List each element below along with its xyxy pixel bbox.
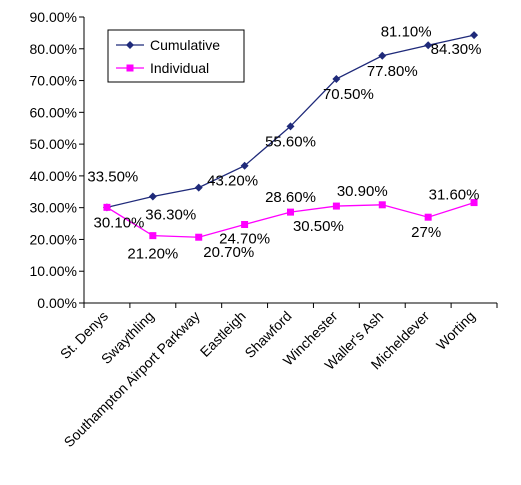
legend-swatch-marker <box>126 64 134 72</box>
individual-point <box>378 201 386 209</box>
individual-point <box>287 208 294 216</box>
legend-label: Individual <box>150 60 209 76</box>
data-label: 24.70% <box>219 231 270 248</box>
data-labels: 33.50% 36.30% 43.20% 55.60% 70.50% 77.80% 81.1… <box>87 23 481 262</box>
y-tick-label: 90.00% <box>30 9 77 25</box>
data-label: 30.50% <box>293 218 344 235</box>
data-label: 31.60% <box>429 187 480 204</box>
data-label: 77.80% <box>367 63 418 80</box>
y-tick-label: 60.00% <box>30 104 77 120</box>
x-tick-label: Eastleigh <box>197 308 249 360</box>
y-tick-label: 30.00% <box>30 200 77 216</box>
y-tick-label: 50.00% <box>30 136 77 152</box>
y-tick-label: 80.00% <box>30 41 77 57</box>
data-label: 70.50% <box>323 86 374 103</box>
individual-point <box>470 199 478 207</box>
individual-point <box>424 213 432 221</box>
cumulative-point <box>470 31 479 40</box>
cumulative-point <box>148 192 157 201</box>
individual-point <box>195 233 203 241</box>
y-axis: 0.00% 10.00% 20.00% 30.00% 40.00% 50.00% 60.00… <box>30 9 85 311</box>
data-label: 33.50% <box>87 169 138 186</box>
y-tick-label: 0.00% <box>37 295 77 311</box>
legend-box <box>107 29 245 83</box>
y-tick-label: 10.00% <box>30 263 77 279</box>
data-label: 36.30% <box>145 207 196 224</box>
cumulative-point <box>332 74 341 83</box>
series-layer <box>102 31 479 241</box>
data-label: 30.90% <box>337 183 388 200</box>
data-label: 81.10% <box>381 23 432 40</box>
individual-point <box>332 202 340 210</box>
data-label: 27% <box>411 224 441 241</box>
cumulative-point <box>378 51 387 60</box>
data-label: 20.70% <box>203 244 254 261</box>
legend-swatch-marker <box>126 41 134 49</box>
y-tick-label: 40.00% <box>30 168 77 184</box>
individual-point <box>103 203 111 211</box>
cumulative-point <box>194 183 203 192</box>
data-label: 84.30% <box>431 41 482 58</box>
cumulative-point <box>240 161 249 170</box>
data-label: 21.20% <box>127 246 178 263</box>
data-label: 30.10% <box>94 214 145 231</box>
y-tick-label: 20.00% <box>30 231 77 247</box>
x-tick-label: Worting <box>433 308 478 353</box>
cumulative-point <box>424 41 433 50</box>
data-label: 28.60% <box>265 189 316 206</box>
legend-label: Cumulative <box>150 37 220 53</box>
individual-point <box>241 221 249 229</box>
cumulative-point <box>286 122 295 131</box>
data-label: 43.20% <box>207 173 258 190</box>
legend: Cumulative Individual <box>107 29 245 83</box>
individual-point <box>149 232 157 240</box>
data-label: 55.60% <box>265 133 316 150</box>
y-tick-label: 70.00% <box>30 73 77 89</box>
